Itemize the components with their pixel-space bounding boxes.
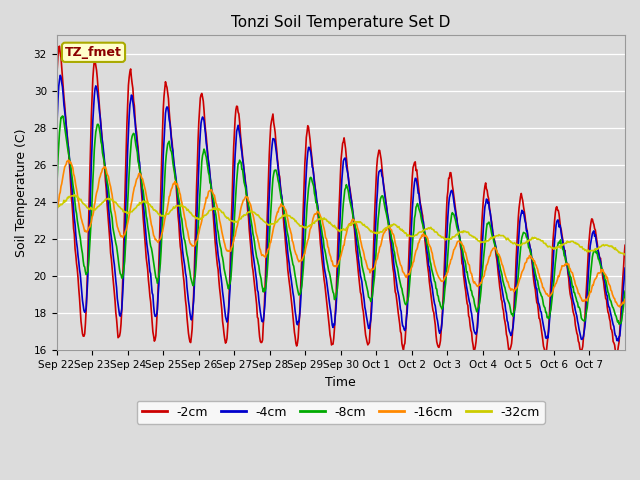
-8cm	[120, 264, 128, 270]
-8cm	[615, 321, 623, 327]
-4cm	[621, 265, 629, 271]
-2cm	[225, 310, 232, 315]
-16cm	[275, 209, 282, 215]
-32cm	[253, 212, 260, 217]
-32cm	[120, 208, 128, 214]
-4cm	[56, 72, 64, 78]
Legend: -2cm, -4cm, -8cm, -16cm, -32cm: -2cm, -4cm, -8cm, -16cm, -32cm	[136, 401, 545, 424]
-16cm	[621, 297, 629, 302]
-16cm	[432, 267, 440, 273]
-32cm	[275, 217, 282, 223]
-8cm	[432, 286, 440, 291]
-16cm	[616, 304, 623, 310]
Line: -16cm: -16cm	[56, 160, 625, 307]
-2cm	[120, 231, 128, 237]
Text: TZ_fmet: TZ_fmet	[65, 46, 122, 59]
-4cm	[275, 166, 282, 171]
-4cm	[400, 326, 408, 332]
-8cm	[253, 254, 260, 260]
-2cm	[253, 302, 260, 308]
-32cm	[400, 229, 408, 235]
Line: -8cm: -8cm	[56, 116, 625, 324]
-4cm	[253, 278, 260, 284]
-4cm	[120, 261, 128, 267]
Title: Tonzi Soil Temperature Set D: Tonzi Soil Temperature Set D	[231, 15, 451, 30]
-8cm	[275, 178, 282, 183]
-16cm	[65, 157, 72, 163]
-32cm	[621, 252, 629, 258]
-8cm	[59, 113, 67, 119]
-32cm	[52, 205, 60, 211]
-8cm	[400, 297, 408, 303]
-32cm	[70, 192, 78, 197]
-4cm	[225, 309, 232, 314]
Line: -4cm: -4cm	[56, 75, 625, 341]
-16cm	[400, 270, 408, 276]
-16cm	[120, 232, 128, 238]
X-axis label: Time: Time	[325, 376, 356, 389]
-8cm	[621, 288, 629, 294]
-2cm	[56, 43, 63, 49]
-32cm	[432, 229, 440, 235]
-2cm	[275, 162, 282, 168]
-2cm	[542, 349, 550, 355]
-32cm	[225, 216, 232, 221]
Y-axis label: Soil Temperature (C): Soil Temperature (C)	[15, 129, 28, 257]
-4cm	[432, 309, 440, 314]
Line: -2cm: -2cm	[56, 46, 625, 352]
-4cm	[614, 338, 622, 344]
-2cm	[621, 242, 629, 248]
-2cm	[52, 81, 60, 86]
-16cm	[253, 232, 260, 238]
-2cm	[432, 332, 440, 338]
-8cm	[52, 192, 60, 198]
-16cm	[225, 249, 232, 254]
-2cm	[400, 342, 408, 348]
-4cm	[52, 131, 60, 136]
-8cm	[225, 286, 232, 292]
Line: -32cm: -32cm	[56, 194, 625, 255]
-16cm	[52, 209, 60, 215]
